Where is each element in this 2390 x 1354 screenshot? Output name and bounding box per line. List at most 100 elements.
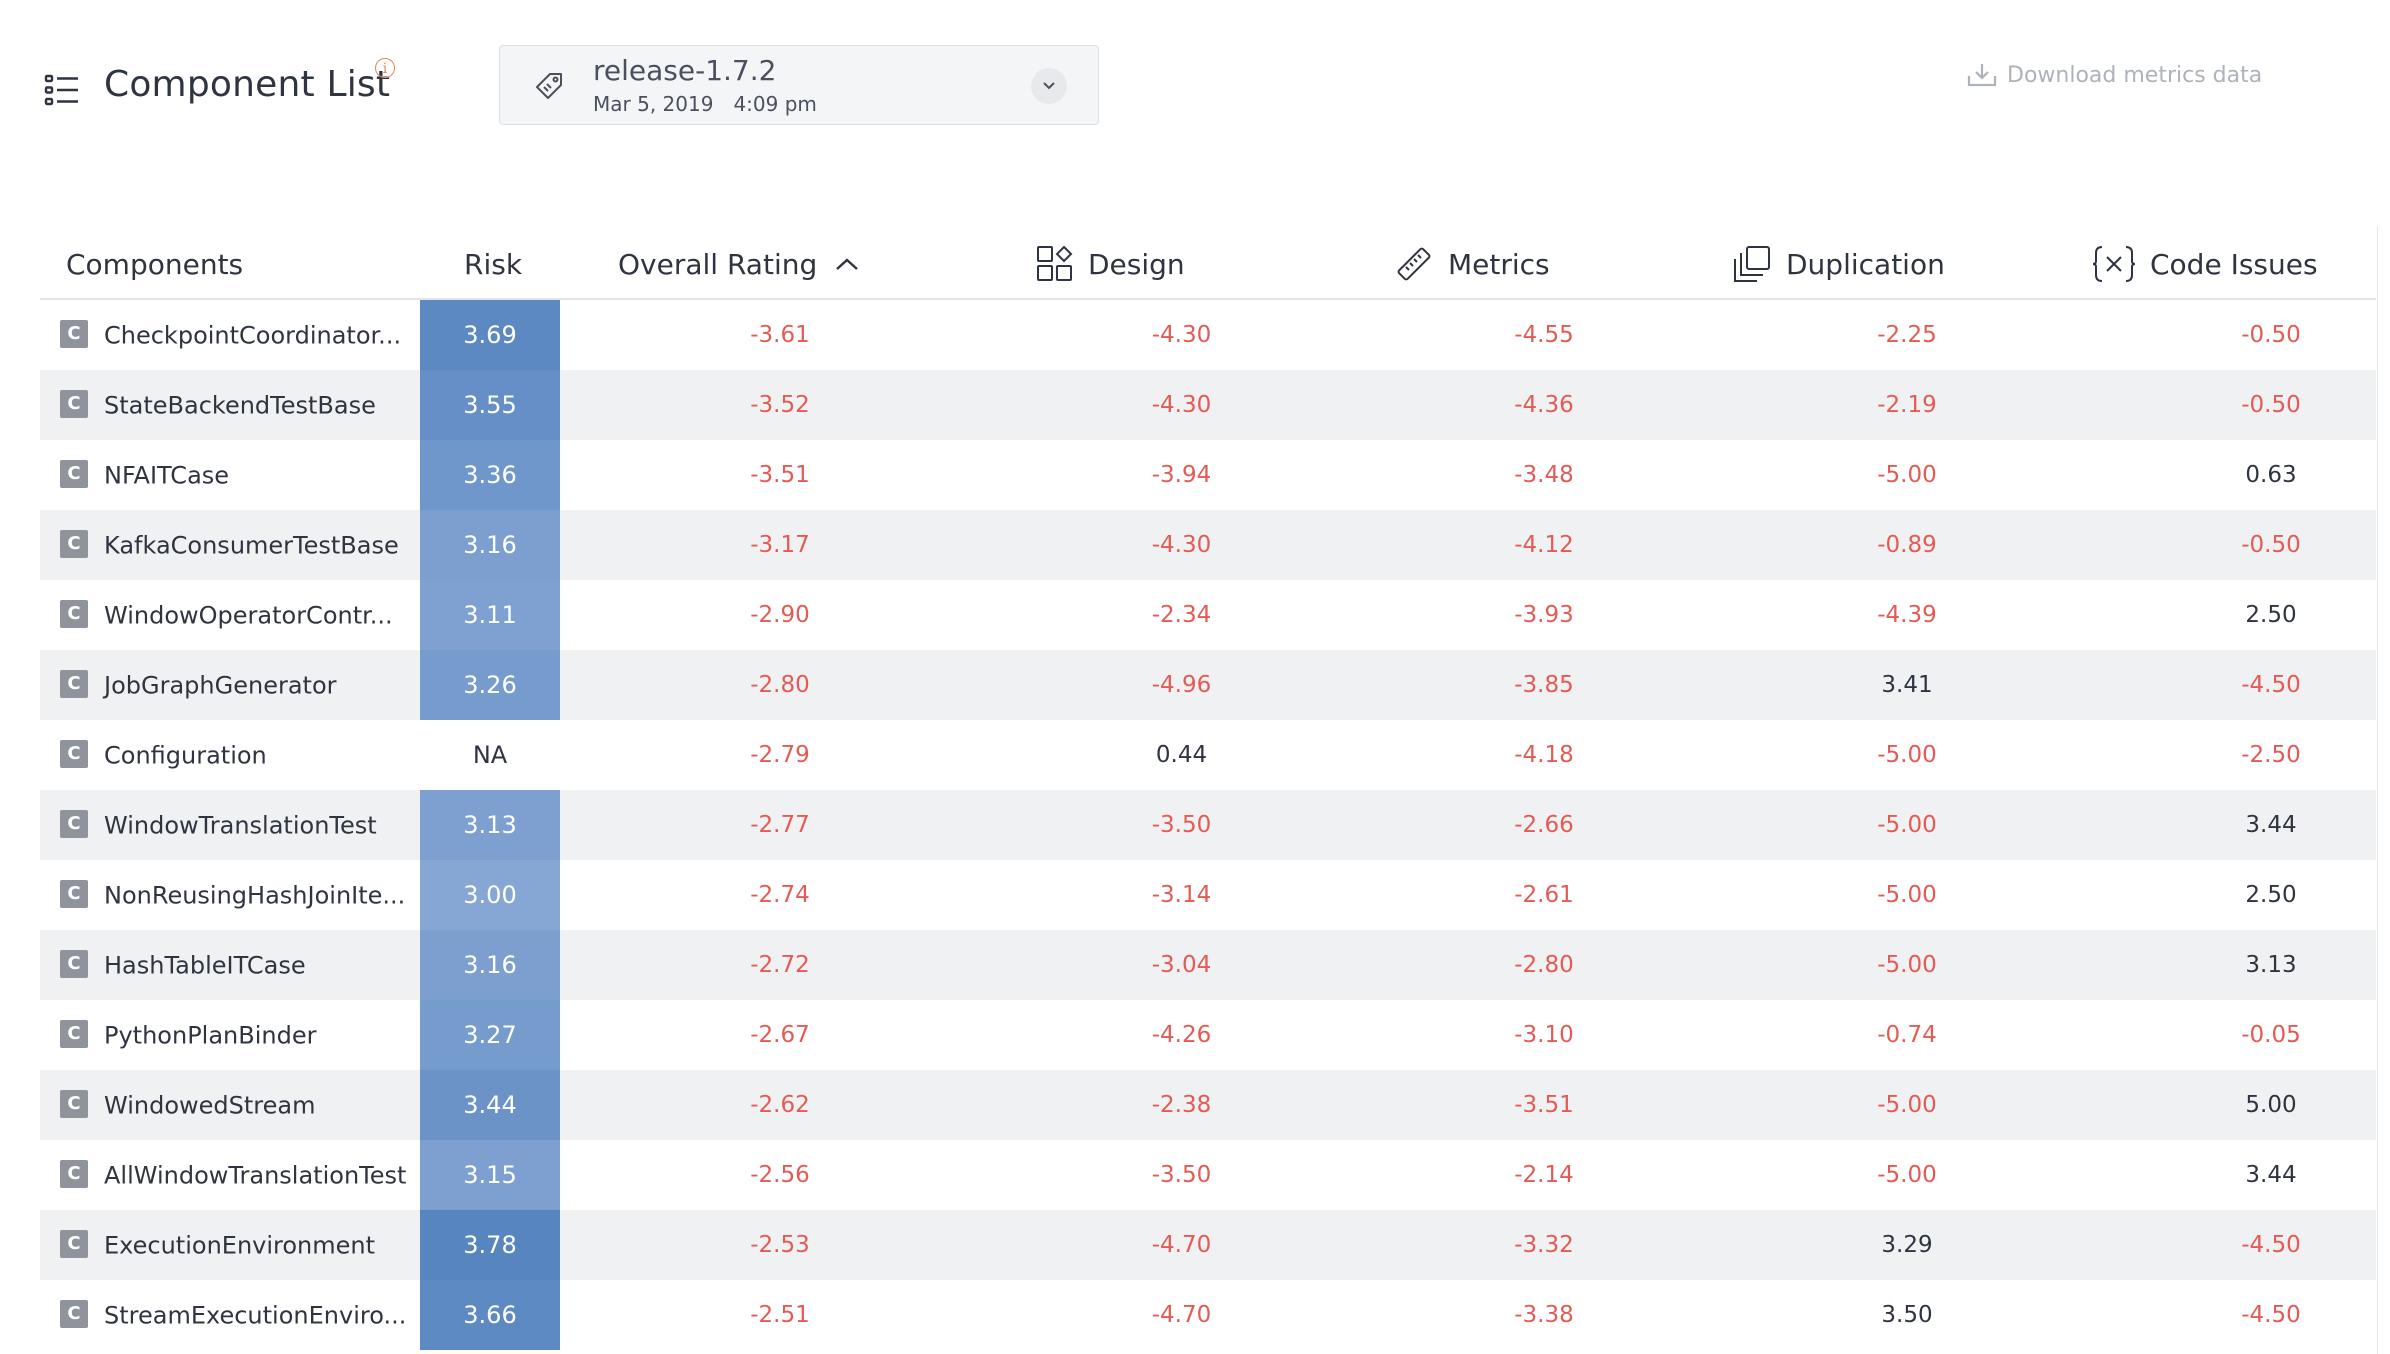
col-risk[interactable]: Risk (464, 247, 523, 281)
component-name[interactable]: WindowTranslationTest (104, 811, 377, 840)
col-metrics[interactable]: Metrics (1394, 244, 1550, 284)
table-row[interactable]: C StreamExecutionEnviro... 3.66 -2.51 -4.70 -… (40, 1280, 2376, 1350)
component-name-cell[interactable]: C Configuration (40, 720, 420, 790)
duplication-cell: -2.19 (1877, 392, 1937, 418)
duplication-icon (1734, 246, 1770, 282)
component-name-cell[interactable]: C HashTableITCase (40, 930, 420, 1000)
metrics-cell: -4.36 (1514, 392, 1574, 418)
overall-rating-cell: -2.62 (750, 1092, 810, 1118)
col-duplication[interactable]: Duplication (1732, 244, 1945, 284)
table-row[interactable]: C NFAITCase 3.36 -3.51 -3.94 -3.48 -5.00 0.63 (40, 440, 2376, 510)
col-design[interactable]: Design (1036, 244, 1185, 284)
component-name[interactable]: NonReusingHashJoinIte... (104, 881, 406, 910)
design-cell: -2.34 (1151, 602, 1212, 628)
component-name[interactable]: WindowedStream (104, 1091, 316, 1120)
table-row[interactable]: C AllWindowTranslationTest 3.15 -2.56 -3.50 -… (40, 1140, 2376, 1210)
duplication-cell: -0.74 (1877, 1022, 1937, 1048)
table-row[interactable]: C WindowedStream 3.44 -2.62 -2.38 -3.51 -5.00 5… (40, 1070, 2376, 1140)
component-name[interactable]: CheckpointCoordinator... (104, 321, 402, 350)
overall-rating-cell: -2.72 (750, 952, 810, 978)
code-issues-cell: -0.50 (2241, 322, 2301, 348)
risk-cell: 3.44 (420, 1070, 560, 1140)
class-badge-icon: C (60, 879, 88, 908)
component-name-cell[interactable]: C JobGraphGenerator (40, 650, 420, 720)
component-name[interactable]: KafkaConsumerTestBase (104, 531, 399, 560)
duplication-cell: -0.89 (1877, 532, 1937, 558)
component-name-cell[interactable]: C StateBackendTestBase (40, 370, 420, 440)
component-name[interactable]: HashTableITCase (104, 951, 306, 980)
duplication-cell: -5.00 (1877, 952, 1937, 978)
component-name-cell[interactable]: C NFAITCase (40, 440, 420, 510)
chevron-down-icon[interactable] (1031, 68, 1067, 104)
info-icon[interactable]: i (375, 58, 395, 78)
risk-cell: 3.26 (420, 650, 560, 720)
risk-cell: 3.16 (420, 930, 560, 1000)
class-badge-icon: C (60, 1299, 88, 1328)
component-table: Components Risk Overall Rating Design Me… (40, 226, 2376, 1350)
component-name-cell[interactable]: C NonReusingHashJoinIte... (40, 860, 420, 930)
table-row[interactable]: C HashTableITCase 3.16 -2.72 -3.04 -2.80 -5.00… (40, 930, 2376, 1000)
col-overall-rating[interactable]: Overall Rating (618, 244, 859, 284)
design-cell: -2.38 (1151, 1092, 1212, 1118)
col-code-issues[interactable]: Code Issues (2092, 244, 2318, 284)
design-cell: -3.14 (1151, 882, 1212, 908)
class-badge-icon: C (60, 949, 88, 978)
code-issues-cell: -0.50 (2241, 532, 2301, 558)
metrics-cell: -2.14 (1514, 1162, 1574, 1188)
tag-icon (536, 73, 562, 99)
risk-cell: 3.00 (420, 860, 560, 930)
component-name[interactable]: StateBackendTestBase (104, 391, 376, 420)
duplication-cell: -2.25 (1877, 322, 1937, 348)
component-name[interactable]: WindowOperatorContr... (104, 601, 393, 630)
code-issues-cell: -0.05 (2241, 1022, 2301, 1048)
release-selector[interactable]: release-1.7.2 Mar 5, 2019 4:09 pm (499, 45, 1099, 125)
risk-cell: NA (472, 741, 508, 769)
class-badge-icon: C (60, 739, 88, 768)
code-issues-cell: 0.63 (2245, 462, 2297, 488)
component-name-cell[interactable]: C WindowedStream (40, 1070, 420, 1140)
download-metrics-button[interactable]: Download metrics data (1967, 62, 2262, 88)
table-row[interactable]: C WindowTranslationTest 3.13 -2.77 -3.50 -2.6… (40, 790, 2376, 860)
component-name-cell[interactable]: C AllWindowTranslationTest (40, 1140, 420, 1210)
component-name[interactable]: NFAITCase (104, 461, 230, 490)
code-issues-cell: -4.50 (2241, 672, 2301, 698)
table-row[interactable]: C WindowOperatorContr... 3.11 -2.90 -2.34 -3.… (40, 580, 2376, 650)
component-name-cell[interactable]: C CheckpointCoordinator... (40, 300, 420, 370)
component-name[interactable]: Configuration (104, 741, 267, 770)
table-row[interactable]: C PythonPlanBinder 3.27 -2.67 -4.26 -3.10 -0.7… (40, 1000, 2376, 1070)
component-name[interactable]: PythonPlanBinder (104, 1021, 317, 1050)
table-row[interactable]: C ExecutionEnvironment 3.78 -2.53 -4.70 -3.32… (40, 1210, 2376, 1280)
class-badge-icon: C (60, 1019, 88, 1048)
component-name-cell[interactable]: C StreamExecutionEnviro... (40, 1280, 420, 1350)
component-name-cell[interactable]: C WindowTranslationTest (40, 790, 420, 860)
component-name[interactable]: AllWindowTranslationTest (104, 1161, 407, 1190)
table-row[interactable]: C KafkaConsumerTestBase 3.16 -3.17 -4.30 -4.1… (40, 510, 2376, 580)
duplication-cell: -5.00 (1877, 812, 1937, 838)
code-issues-cell: 3.44 (2245, 1162, 2297, 1188)
table-row[interactable]: C JobGraphGenerator 3.26 -2.80 -4.96 -3.85 3.4… (40, 650, 2376, 720)
metrics-cell: -3.93 (1514, 602, 1574, 628)
design-cell: -4.26 (1151, 1022, 1212, 1048)
table-row[interactable]: C NonReusingHashJoinIte... 3.00 -2.74 -3.14 -… (40, 860, 2376, 930)
duplication-cell: -5.00 (1877, 1162, 1937, 1188)
component-name-cell[interactable]: C WindowOperatorContr... (40, 580, 420, 650)
table-row[interactable]: C StateBackendTestBase 3.55 -3.52 -4.30 -4.36… (40, 370, 2376, 440)
component-name[interactable]: JobGraphGenerator (104, 671, 337, 700)
component-name-cell[interactable]: C ExecutionEnvironment (40, 1210, 420, 1280)
component-name-cell[interactable]: C PythonPlanBinder (40, 1000, 420, 1070)
table-row[interactable]: C CheckpointCoordinator... 3.69 -3.61 -4.30 -… (40, 300, 2376, 370)
metrics-cell: -2.66 (1514, 812, 1574, 838)
overall-rating-cell: -2.79 (750, 742, 810, 768)
design-cell: 0.44 (1155, 742, 1208, 768)
design-cell: -4.30 (1151, 322, 1212, 348)
overall-rating-cell: -2.53 (750, 1232, 810, 1258)
component-name-cell[interactable]: C KafkaConsumerTestBase (40, 510, 420, 580)
overall-rating-cell: -2.80 (750, 672, 810, 698)
design-cell: -4.70 (1151, 1232, 1212, 1258)
component-name[interactable]: StreamExecutionEnviro... (104, 1301, 407, 1330)
class-badge-icon: C (60, 599, 88, 628)
col-components[interactable]: Components (66, 247, 244, 281)
sort-ascending-icon (836, 258, 859, 270)
table-row[interactable]: C Configuration NA -2.79 0.44 -4.18 -5.00 -2.50 (40, 720, 2376, 790)
component-name[interactable]: ExecutionEnvironment (104, 1231, 376, 1260)
